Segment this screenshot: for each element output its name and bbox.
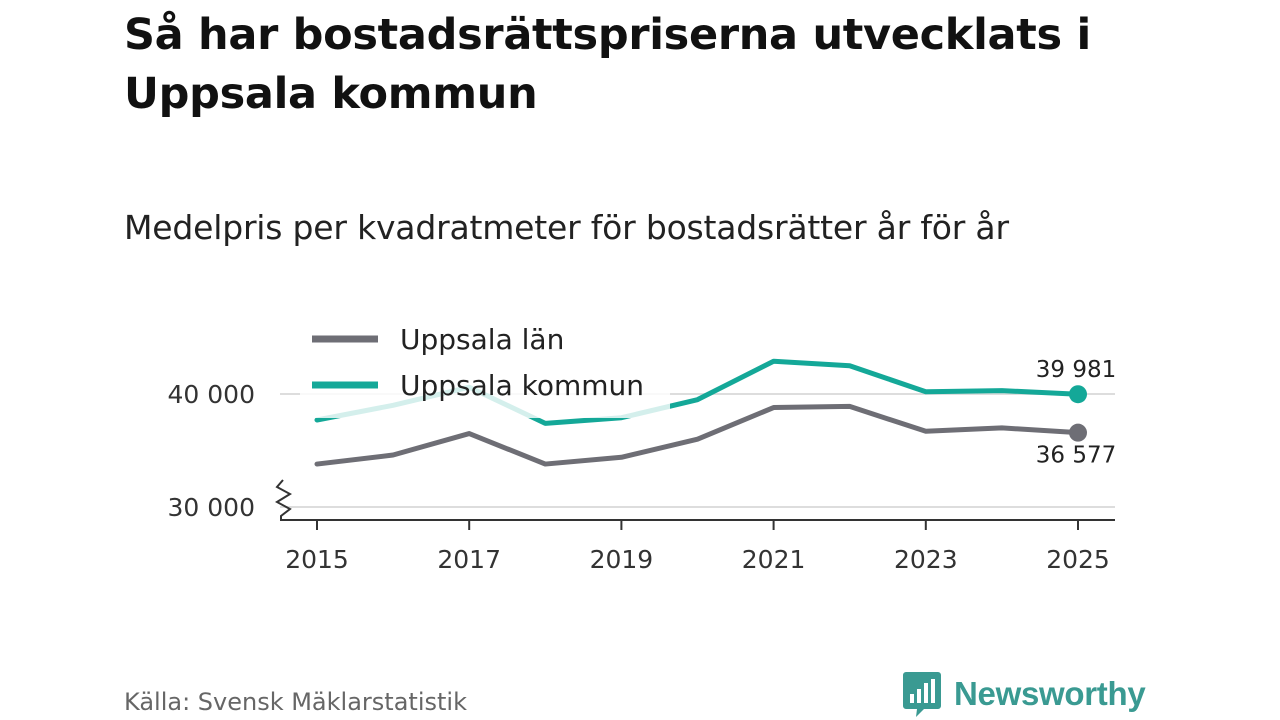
end-point-kommun [1069, 385, 1087, 404]
series-line-lan [314, 403, 1081, 467]
x-tick-label: 2025 [1046, 545, 1110, 574]
x-tick-label: 2019 [590, 545, 654, 574]
end-label-kommun: 39 981 [1036, 357, 1116, 383]
x-tick-label: 2023 [894, 545, 958, 574]
y-tick-label: 30 000 [168, 493, 255, 522]
chart-title: Så har bostadsrättspriserna utvecklats i… [124, 10, 1091, 119]
x-tick-label: 2017 [437, 545, 501, 574]
legend-label-kommun: Uppsala kommun [400, 369, 644, 402]
end-point-lan [1069, 423, 1087, 442]
legend-background [300, 318, 670, 418]
x-tick-label: 2021 [742, 545, 806, 574]
newsworthy-logo-icon [903, 672, 941, 717]
brand-name: Newsworthy [954, 675, 1146, 712]
legend: Uppsala län Uppsala kommun [300, 318, 670, 418]
x-tick-label: 2015 [285, 545, 349, 574]
chart-subtitle: Medelpris per kvadratmeter för bostadsrä… [124, 208, 1009, 247]
legend-label-lan: Uppsala län [400, 323, 564, 356]
brand-logo: Newsworthy [902, 670, 1146, 718]
end-label-lan: 36 577 [1036, 443, 1116, 469]
y-axis-break [274, 479, 293, 520]
source-note: Källa: Svensk Mäklarstatistik [124, 688, 467, 716]
y-tick-label: 40 000 [168, 380, 255, 409]
